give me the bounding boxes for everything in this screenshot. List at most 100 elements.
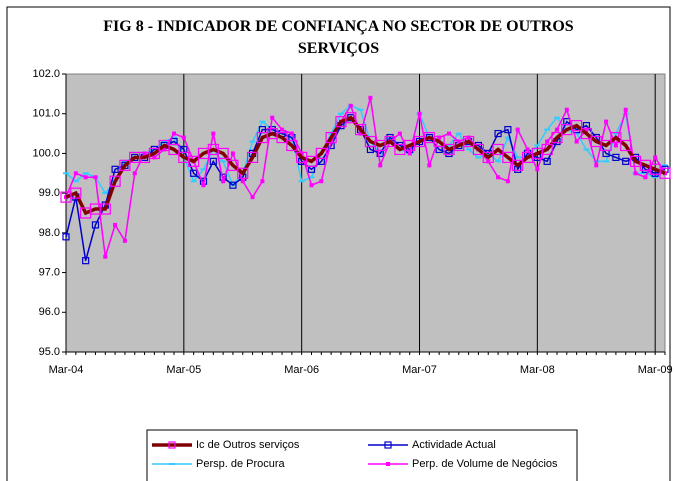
marker [152,155,157,160]
marker [446,131,451,136]
legend-label: Actividade Actual [412,439,496,451]
series-line [65,115,666,216]
marker [227,159,239,171]
plot-area [65,73,666,353]
marker [240,179,245,184]
marker [358,131,363,136]
marker [437,135,442,140]
marker [260,179,265,184]
x-tick-label: Mar-04 [49,364,84,376]
marker [633,171,638,176]
marker [502,151,514,163]
marker [653,155,658,160]
marker [309,183,314,188]
marker [496,175,501,180]
marker [584,127,589,132]
marker [99,203,111,215]
marker [427,163,432,168]
marker [345,112,357,124]
marker [397,131,402,136]
marker [181,135,186,140]
marker [211,131,216,136]
x-tick-label: Mar-05 [166,364,201,376]
marker [209,157,217,165]
marker [348,103,353,108]
marker [246,151,259,163]
marker [276,131,288,144]
marker [119,159,131,171]
marker [551,131,563,144]
marker [492,143,504,156]
marker [543,157,551,165]
y-tick-label: 102.0 [32,68,60,80]
marker [643,175,648,180]
marker [270,115,275,120]
marker [221,179,226,184]
marker [168,143,180,156]
marker [466,135,471,140]
marker [515,127,520,132]
marker [504,125,512,134]
marker [610,131,622,144]
marker [407,151,412,156]
marker [62,233,70,241]
marker [280,127,285,132]
marker [354,123,367,136]
y-tick-label: 98.0 [39,227,60,239]
marker [620,139,632,152]
marker [229,181,237,189]
y-tick-label: 96.0 [39,306,60,318]
marker [613,143,618,148]
marker [93,175,98,180]
marker [580,127,593,140]
marker [113,222,118,227]
y-tick-label: 99.0 [39,187,60,199]
x-tick-label: Mar-09 [638,364,673,376]
marker [237,167,249,179]
marker [623,107,628,112]
x-tick-label: Mar-06 [284,364,319,376]
marker [525,147,530,152]
marker [83,175,88,180]
marker [142,151,147,156]
legend-label: Perp. de Volume de Negócios [412,458,558,470]
marker [384,441,392,449]
marker [368,95,373,100]
y-tick-label: 100.0 [32,147,60,159]
marker [541,143,553,156]
marker [305,155,318,167]
marker [148,147,160,160]
marker [132,171,137,176]
marker [325,131,337,144]
x-tick-label: Mar-07 [402,364,437,376]
marker [299,151,304,156]
marker [600,139,612,152]
marker [604,119,609,124]
marker [315,147,327,160]
marker [286,139,298,152]
marker [289,131,294,136]
marker [103,254,108,259]
marker [482,151,494,163]
legend-label: Persp. de Procura [196,458,286,470]
marker [230,151,235,156]
marker [250,195,255,200]
marker [486,159,491,164]
marker [456,139,461,144]
marker [217,147,229,160]
marker [201,183,206,188]
marker [122,238,127,243]
marker [190,169,198,177]
legend-box [146,429,578,481]
marker [433,135,445,148]
marker [564,107,569,112]
marker [554,127,559,132]
marker [70,187,82,199]
chart-title: FIG 8 - INDICADOR DE CONFIANÇA NO SECTOR… [103,18,574,57]
marker [168,441,176,449]
marker [612,153,620,161]
marker [571,120,583,132]
marker [111,165,119,173]
marker [545,139,550,144]
